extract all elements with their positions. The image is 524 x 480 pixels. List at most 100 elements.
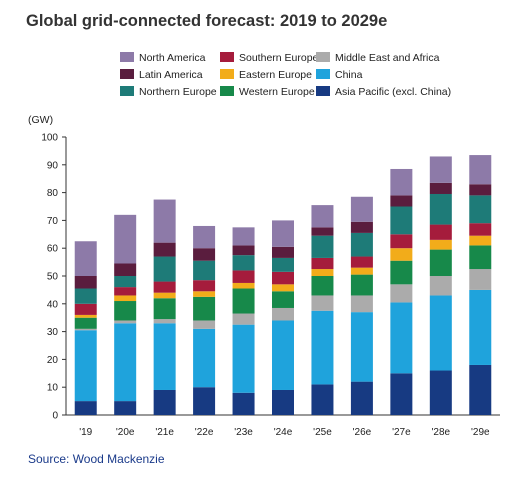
bar-segment: [311, 295, 334, 311]
bar-segment: [74, 288, 97, 304]
bar-segment: [469, 269, 492, 290]
bar-segment: [429, 224, 452, 240]
bar-segment: [153, 319, 176, 324]
y-tick-label: 80: [47, 188, 59, 199]
bar-segment: [74, 328, 97, 331]
bar-segment: [311, 384, 334, 415]
bar-segment: [311, 257, 334, 270]
bar-segment: [429, 193, 452, 225]
bar-segment: [153, 292, 176, 299]
legend-label: Eastern Europe: [239, 69, 312, 81]
bar-segment: [232, 270, 255, 283]
bar-segment: [350, 274, 373, 296]
bar-segment: [193, 387, 216, 415]
bar-segment: [232, 227, 255, 246]
bar-segment: [350, 256, 373, 268]
y-tick-label: 60: [47, 244, 59, 255]
legend-item: Southern Europe: [220, 52, 318, 64]
legend-swatch: [120, 52, 134, 62]
bar-segment: [390, 260, 413, 285]
bar-segment: [193, 280, 216, 292]
bar-segment: [272, 257, 294, 272]
legend-swatch: [316, 52, 330, 62]
chart-title: Global grid-connected forecast: 2019 to …: [26, 12, 388, 30]
bar-segment: [193, 291, 216, 297]
bar-segment: [469, 235, 492, 246]
legend-item: Eastern Europe: [220, 69, 312, 81]
legend-swatch: [316, 86, 330, 96]
bar-segment: [74, 401, 97, 415]
bar-segment: [350, 196, 373, 222]
bar-segment: [153, 199, 176, 243]
bar-segment: [350, 267, 373, 275]
y-tick-label: 90: [47, 160, 59, 171]
bar-segment: [469, 155, 492, 185]
bar-segment: [469, 184, 492, 196]
bar-segment: [114, 401, 137, 415]
bar-segment: [469, 223, 492, 236]
y-tick-label: 70: [47, 216, 59, 227]
bar-segment: [193, 320, 216, 329]
bar-segment: [74, 303, 97, 315]
bar-segment: [350, 232, 373, 257]
legend-swatch: [316, 69, 330, 79]
bar-segment: [350, 295, 373, 313]
bar-segment: [429, 295, 452, 371]
bar-segment: [153, 281, 176, 293]
x-tick-label: '21e: [155, 427, 174, 438]
bar-segment: [74, 241, 97, 276]
bar-segment: [390, 195, 413, 207]
bar-segment: [114, 320, 137, 324]
x-tick-label: '29e: [471, 427, 490, 438]
bar-segment: [390, 373, 413, 415]
x-tick-label: '25e: [313, 427, 332, 438]
x-tick-label: '27e: [392, 427, 411, 438]
bar-segment: [390, 302, 413, 374]
bar-segment: [390, 284, 413, 303]
bar-segment: [429, 182, 452, 194]
bar-segment: [232, 282, 255, 289]
y-tick-label: 100: [41, 133, 58, 144]
y-tick-label: 20: [47, 355, 59, 366]
bar-segment: [311, 205, 334, 228]
bar-segment: [429, 156, 452, 183]
bar-segment: [390, 206, 413, 235]
legend-label: Western Europe: [239, 86, 315, 98]
bar-segment: [350, 221, 373, 233]
bar-segment: [153, 389, 176, 415]
bar-segment: [429, 276, 452, 296]
bar-segment: [153, 256, 176, 282]
bar-segment: [74, 276, 97, 289]
bar-segment: [114, 214, 137, 264]
legend-item: Middle East and Africa: [316, 52, 439, 64]
legend-item: Asia Pacific (excl. China): [316, 86, 451, 98]
y-axis-unit-label: (GW): [28, 114, 54, 126]
bar-segment: [153, 298, 176, 320]
bar-segment: [114, 276, 137, 288]
bar-segment: [232, 245, 255, 256]
bar-segment: [311, 269, 334, 276]
bar-segment: [429, 239, 452, 250]
x-tick-label: '24e: [274, 427, 293, 438]
legend-swatch: [220, 86, 234, 96]
bar-segment: [232, 255, 255, 271]
legend-item: Latin America: [120, 69, 203, 81]
bar-segment: [311, 227, 334, 236]
bar-segment: [193, 248, 216, 261]
legend-label: Middle East and Africa: [335, 52, 440, 64]
bar-segment: [429, 249, 452, 276]
legend-label: China: [335, 69, 363, 81]
bar-segment: [74, 317, 97, 329]
bar-segment: [232, 392, 255, 415]
bar-segment: [272, 389, 294, 415]
bar-segment: [114, 287, 137, 296]
bar-segment: [74, 314, 97, 318]
bar-segment: [390, 234, 413, 249]
bar-segment: [232, 313, 255, 325]
bar-segment: [350, 381, 373, 415]
legend-label: Latin America: [139, 69, 203, 81]
x-tick-label: '28e: [432, 427, 451, 438]
bar-segment: [153, 323, 176, 390]
bar-segment: [311, 235, 334, 258]
y-tick-label: 40: [47, 299, 59, 310]
